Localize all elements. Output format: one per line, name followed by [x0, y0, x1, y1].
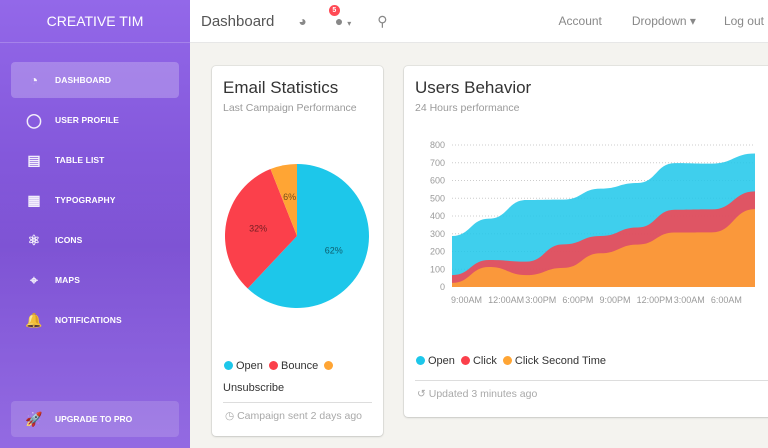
card-title: Email Statistics — [223, 78, 339, 97]
divider — [415, 380, 768, 381]
footer-text: Campaign sent 2 days ago — [237, 410, 363, 422]
y-tick-label: 400 — [430, 211, 445, 221]
area-series-click-second-time — [452, 209, 755, 287]
sidebar-item-label: TABLE LIST — [55, 155, 105, 165]
legend-open: Open — [236, 360, 263, 372]
legend-unsubscribe: Unsubscribe — [223, 382, 285, 394]
notification-badge: 5 — [328, 5, 340, 16]
page-title[interactable]: Dashboard — [201, 12, 275, 30]
upgrade-to-pro-button[interactable]: 🚀 UPGRADE TO PRO — [11, 401, 179, 437]
pie-chart-icon: ◔ — [29, 72, 39, 88]
card-title: Users Behavior — [415, 78, 532, 97]
clock-icon: ◷ — [225, 410, 235, 422]
sidebar-item-user-profile[interactable]: ◯ USER PROFILE — [11, 102, 179, 138]
y-tick-label: 200 — [430, 247, 445, 257]
y-tick-label: 0 — [440, 282, 445, 292]
pie-legend: Open Bounce Unsubscribe — [223, 355, 373, 399]
sidebar-item-table-list[interactable]: ▤ TABLE LIST — [11, 142, 179, 178]
legend-dot-click-second — [502, 356, 512, 365]
sidebar-item-label: MAPS — [55, 275, 80, 285]
pie-chart: 62% 32% 6% — [224, 164, 369, 308]
legend-click-second-time: Click Second Time — [514, 355, 606, 367]
y-tick-label: 600 — [430, 176, 445, 186]
legend-open: Open — [428, 355, 455, 367]
brand-logo[interactable]: CREATIVE TIM — [0, 0, 190, 43]
x-tick-label: 12:00AM — [488, 295, 524, 305]
map-pin-icon: ⌖ — [30, 271, 38, 288]
card-subtitle: 24 Hours performance — [415, 102, 520, 114]
sidebar: CREATIVE TIM ◔ DASHBOARD ◯ USER PROFILE ▤ TAB… — [0, 0, 190, 448]
dashboard-gauge-icon[interactable]: ◕ — [298, 13, 307, 29]
legend-dot-bounce — [268, 361, 278, 370]
legend-dot-open — [416, 356, 425, 365]
clipboard-icon: ▤ — [27, 151, 41, 168]
legend-dot-unsubscribe — [324, 361, 334, 370]
pie-slice-unsubscribe — [270, 164, 297, 236]
x-tick-label: 3:00AM — [674, 295, 705, 305]
footer-text: Updated 3 minutes ago — [428, 388, 538, 400]
y-tick-label: 800 — [430, 140, 445, 150]
atom-icon: ⚛ — [27, 231, 41, 248]
pie-slice-open — [247, 164, 369, 308]
users-behavior-card: Users Behavior 24 Hours performance 0 100… — [404, 66, 768, 417]
card-footer: ◷ Campaign sent 2 days ago — [225, 410, 362, 422]
card-footer: ↺ Updated 3 minutes ago — [417, 388, 537, 400]
user-icon: ◯ — [26, 111, 42, 128]
bell-icon: 🔔 — [25, 311, 43, 328]
legend-click: Click — [472, 355, 497, 367]
pie-label: 6% — [283, 192, 296, 202]
globe-icon: ● — [334, 13, 344, 29]
logout-link[interactable]: Log out — [723, 14, 764, 28]
sidebar-item-label: DASHBOARD — [55, 75, 112, 85]
legend-bounce: Bounce — [280, 360, 319, 372]
x-tick-label: 12:00PM — [637, 295, 673, 305]
y-tick-label: 100 — [430, 264, 445, 274]
sidebar-item-label: TYPOGRAPHY — [55, 195, 116, 205]
dropdown-menu[interactable]: Dropdown ▾ — [631, 14, 696, 28]
history-icon: ↺ — [417, 388, 426, 400]
sidebar-item-label: NOTIFICATIONS — [55, 315, 122, 325]
x-tick-label: 6:00PM — [562, 295, 593, 305]
pie-slice-bounce — [224, 169, 297, 289]
legend-dot-open — [224, 361, 233, 370]
email-statistics-card: Email Statistics Last Campaign Performan… — [212, 66, 383, 436]
pie-label: 62% — [325, 246, 343, 256]
sidebar-item-dashboard[interactable]: ◔ DASHBOARD — [11, 62, 179, 98]
y-tick-label: 300 — [430, 229, 445, 239]
sidebar-item-label: ICONS — [55, 235, 83, 245]
legend-dot-click — [460, 356, 470, 365]
rocket-icon: 🚀 — [25, 410, 43, 427]
x-tick-label: 9:00PM — [599, 295, 630, 305]
x-tick-label: 6:00AM — [711, 295, 742, 305]
sidebar-item-icons[interactable]: ⚛ ICONS — [11, 222, 179, 258]
card-subtitle: Last Campaign Performance — [223, 102, 357, 114]
account-link[interactable]: Account — [558, 14, 602, 28]
divider — [223, 402, 372, 403]
sidebar-nav: ◔ DASHBOARD ◯ USER PROFILE ▤ TABLE LIST ▦ TYPOG… — [0, 43, 190, 338]
x-tick-label: 9:00AM — [451, 295, 482, 305]
sidebar-item-notifications[interactable]: 🔔 NOTIFICATIONS — [11, 302, 179, 338]
upgrade-label: UPGRADE TO PRO — [55, 414, 133, 424]
area-legend: Open Click Click Second Time — [415, 355, 606, 367]
y-tick-label: 700 — [430, 158, 445, 168]
search-icon[interactable]: ⚲ — [377, 12, 388, 29]
notifications-dropdown[interactable]: 5 ● ▾ — [328, 5, 352, 29]
y-tick-label: 500 — [430, 193, 445, 203]
sidebar-item-typography[interactable]: ▦ TYPOGRAPHY — [11, 182, 179, 218]
news-icon: ▦ — [27, 191, 41, 208]
caret-down-icon: ▾ — [347, 19, 352, 28]
sidebar-item-label: USER PROFILE — [55, 115, 120, 125]
x-tick-label: 3:00PM — [525, 295, 556, 305]
sidebar-item-maps[interactable]: ⌖ MAPS — [11, 262, 179, 298]
pie-label: 32% — [249, 224, 267, 234]
navbar: Dashboard ◕ 5 ● ▾ ⚲ Account Dropdown ▾ Lo… — [190, 0, 768, 43]
